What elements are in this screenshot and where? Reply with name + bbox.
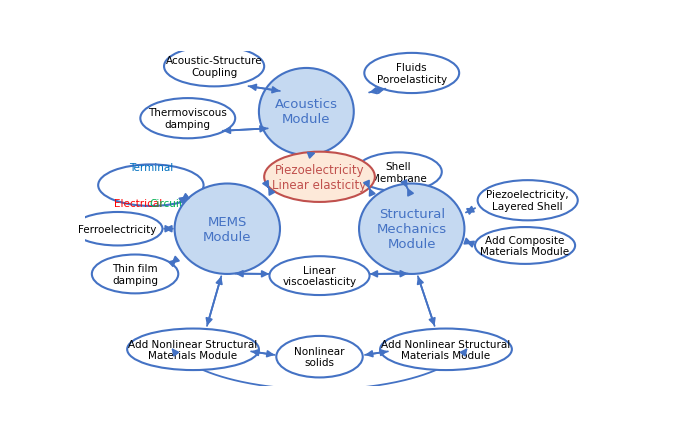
Ellipse shape: [264, 152, 375, 202]
Ellipse shape: [356, 153, 442, 192]
Ellipse shape: [269, 256, 370, 296]
Text: Terminal: Terminal: [129, 163, 173, 173]
Ellipse shape: [175, 184, 280, 274]
Ellipse shape: [475, 227, 575, 264]
Text: Electrical: Electrical: [114, 199, 162, 209]
Text: Structural
Mechanics
Module: Structural Mechanics Module: [377, 208, 447, 251]
Text: Ferroelectricity: Ferroelectricity: [78, 224, 157, 234]
Ellipse shape: [276, 336, 362, 378]
Text: Acoustics
Module: Acoustics Module: [275, 98, 338, 126]
Text: Nonlinear
solids: Nonlinear solids: [294, 346, 345, 368]
Ellipse shape: [98, 165, 203, 207]
Ellipse shape: [364, 54, 459, 94]
Text: Add Nonlinear Structural
Materials Module: Add Nonlinear Structural Materials Modul…: [129, 339, 258, 360]
Text: Circuits: Circuits: [150, 199, 189, 209]
Ellipse shape: [92, 255, 178, 294]
Ellipse shape: [140, 99, 235, 139]
Ellipse shape: [127, 329, 259, 370]
Text: Linear
viscoelasticity: Linear viscoelasticity: [282, 265, 356, 287]
Text: Add Composite
Materials Module: Add Composite Materials Module: [481, 235, 570, 256]
Ellipse shape: [359, 184, 464, 274]
Text: Fluids
Poroelasticity: Fluids Poroelasticity: [377, 63, 447, 85]
Text: Shell
Membrane: Shell Membrane: [371, 161, 426, 183]
Text: Acoustic-Structure
Coupling: Acoustic-Structure Coupling: [166, 56, 262, 78]
Text: MEMS
Module: MEMS Module: [203, 215, 252, 243]
Ellipse shape: [259, 69, 354, 156]
Ellipse shape: [164, 47, 264, 87]
Ellipse shape: [477, 181, 578, 221]
Text: Thermoviscous
damping: Thermoviscous damping: [148, 108, 227, 130]
Text: Thin film
damping: Thin film damping: [112, 263, 158, 285]
Ellipse shape: [73, 213, 163, 246]
Text: Piezoelectricity,
Layered Shell: Piezoelectricity, Layered Shell: [486, 190, 569, 211]
Text: Add Nonlinear Structural
Materials Module: Add Nonlinear Structural Materials Modul…: [381, 339, 511, 360]
Ellipse shape: [380, 329, 512, 370]
Text: Piezoelectricity
Linear elasticity: Piezoelectricity Linear elasticity: [273, 164, 367, 191]
